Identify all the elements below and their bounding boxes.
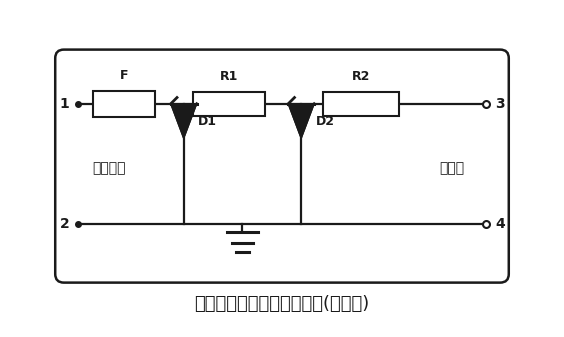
Text: R1: R1 — [220, 70, 239, 83]
Polygon shape — [288, 104, 314, 138]
Text: 1: 1 — [60, 97, 69, 111]
Text: 3: 3 — [495, 97, 505, 111]
Bar — [92, 91, 155, 117]
Text: 非本安端: 非本安端 — [92, 161, 126, 176]
Text: D2: D2 — [316, 115, 334, 127]
Text: 2: 2 — [60, 217, 69, 231]
Text: R2: R2 — [352, 70, 371, 83]
Bar — [323, 92, 399, 116]
Text: 本安端: 本安端 — [440, 161, 465, 176]
Text: 典型的齐纳式安全栅电路田(单回路): 典型的齐纳式安全栅电路田(单回路) — [195, 295, 369, 313]
Text: 4: 4 — [495, 217, 505, 231]
Polygon shape — [171, 104, 197, 138]
Text: D1: D1 — [198, 115, 217, 127]
Text: F: F — [120, 69, 128, 82]
Bar — [193, 92, 265, 116]
FancyBboxPatch shape — [55, 50, 509, 283]
